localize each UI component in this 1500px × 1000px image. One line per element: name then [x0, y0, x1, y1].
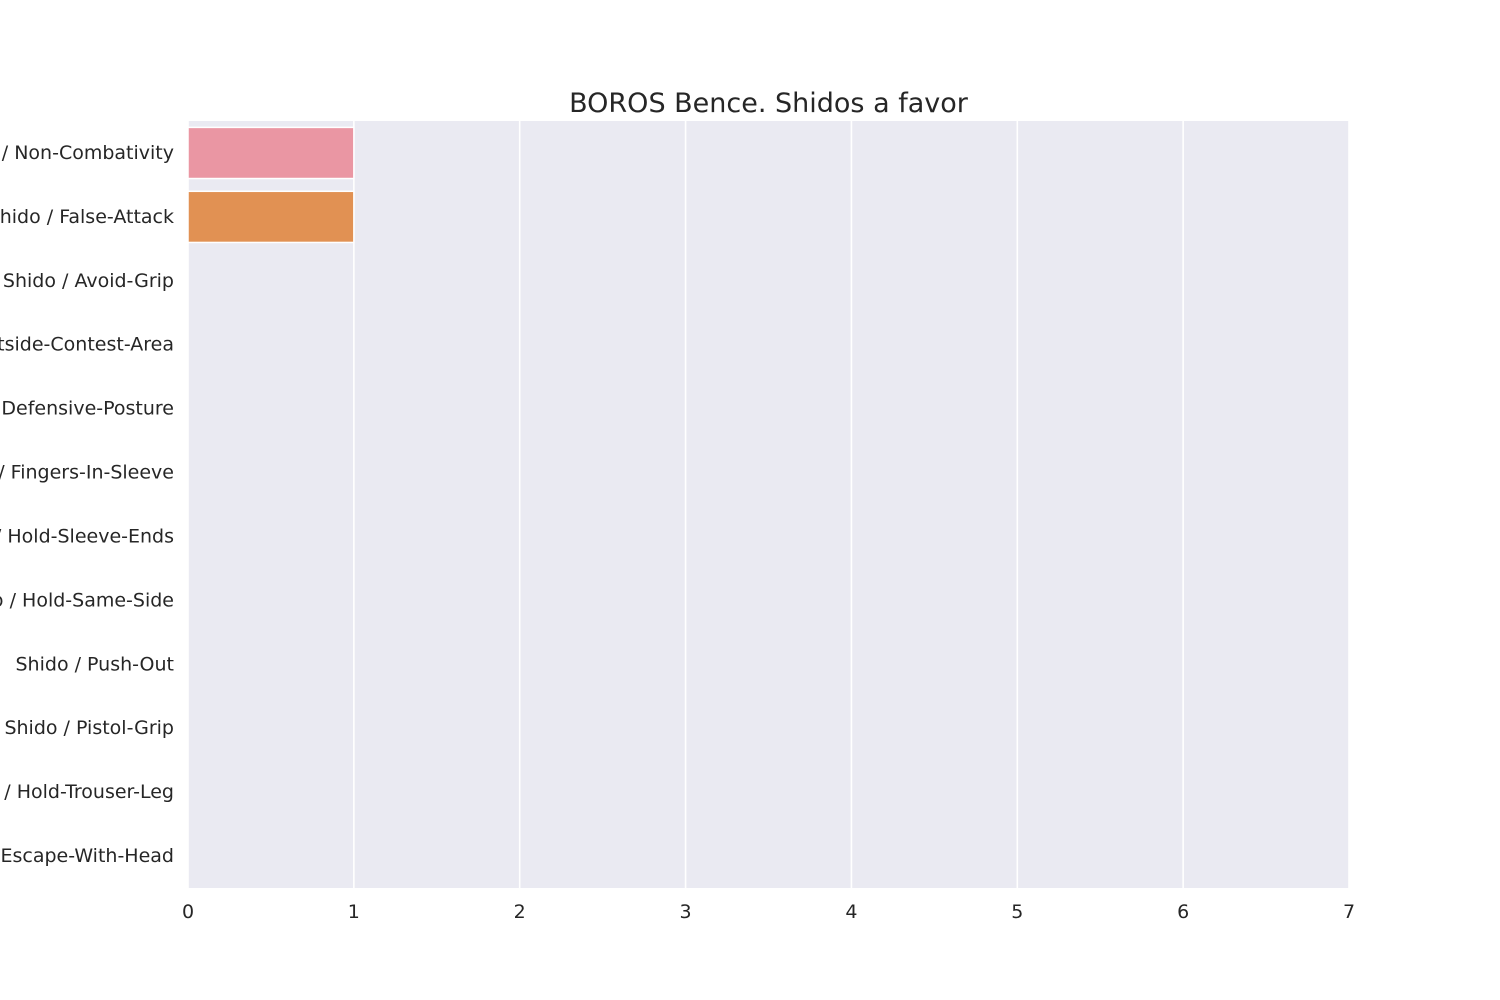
x-tick-label: 3 — [680, 901, 692, 923]
y-tick-label: Shido / Outside-Contest-Area — [0, 334, 174, 356]
x-tick-label: 7 — [1343, 901, 1355, 923]
bar — [187, 190, 355, 244]
x-tick-label: 1 — [348, 901, 360, 923]
y-tick-label: Shido / Hold-Sleeve-Ends — [0, 525, 174, 547]
x-tick-label: 6 — [1177, 901, 1189, 923]
chart-title: BOROS Bence. Shidos a favor — [569, 88, 969, 119]
y-tick-label: Shido / Push-Out — [16, 653, 175, 675]
y-axis-tick-labels: Shido / Non-Combativity Shido / False-Att… — [0, 142, 174, 867]
x-axis-tick-labels: 0 1 2 3 4 5 6 7 — [182, 901, 1355, 923]
plot-area — [188, 121, 1349, 888]
x-tick-label: 0 — [182, 901, 194, 923]
grid-lines — [187, 121, 1350, 888]
y-tick-label: Shido / Defensive-Posture — [0, 398, 174, 420]
bars — [187, 126, 355, 244]
y-tick-label: Shido / Escape-With-Head — [0, 845, 174, 867]
x-tick-label: 2 — [514, 901, 526, 923]
y-tick-label: Shido / Avoid-Grip — [3, 270, 174, 292]
y-tick-label: Shido / Hold-Trouser-Leg — [0, 781, 174, 803]
y-tick-label: Shido / Non-Combativity — [0, 142, 174, 164]
y-tick-label: Shido / False-Attack — [0, 206, 174, 228]
y-tick-label: Shido / Hold-Same-Side — [0, 589, 174, 611]
bar — [187, 126, 355, 180]
y-tick-label: Shido / Fingers-In-Sleeve — [0, 462, 174, 484]
x-tick-label: 4 — [845, 901, 857, 923]
x-tick-label: 5 — [1011, 901, 1023, 923]
y-tick-label: Shido / Pistol-Grip — [4, 717, 174, 739]
